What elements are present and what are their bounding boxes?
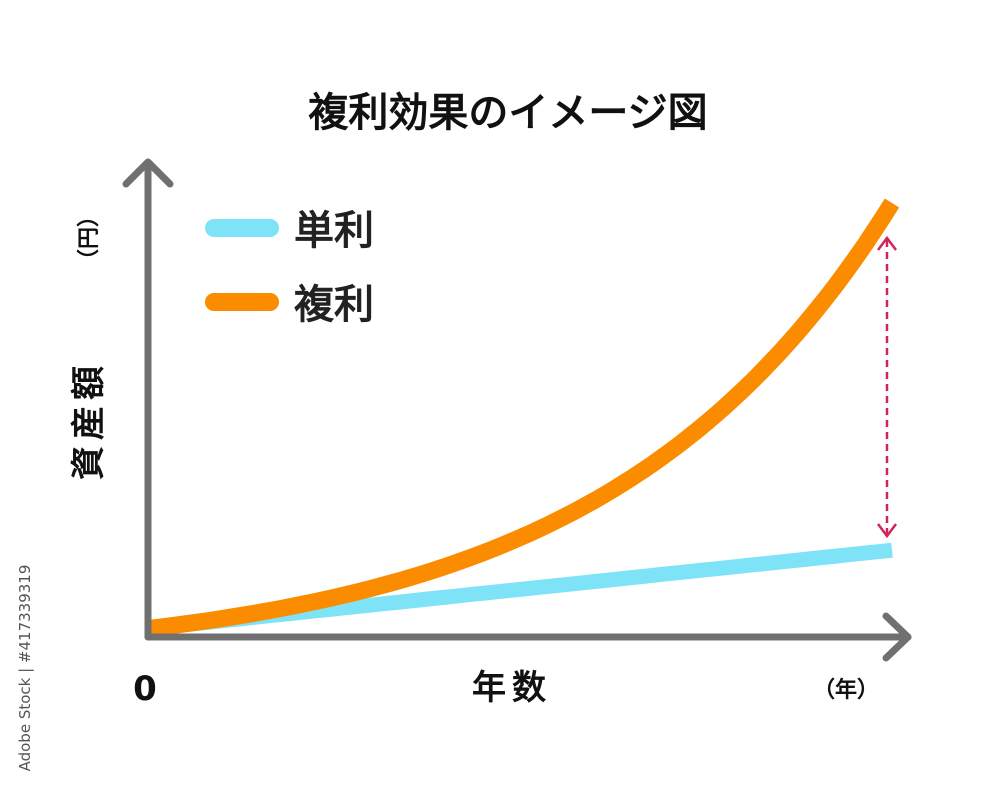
difference-arrow-head-top <box>877 235 897 251</box>
origin-label: 0 <box>133 669 157 709</box>
legend-label-compound: 複利 <box>294 282 374 328</box>
watermark: Adobe Stock | #417339319 <box>16 565 34 772</box>
axes <box>122 158 912 662</box>
chart-title: 複利効果のイメージ図 <box>308 90 707 136</box>
x-axis-unit: （年） <box>813 677 879 703</box>
legend: 単利 複利 <box>205 208 374 328</box>
x-axis-arrowhead <box>882 612 912 662</box>
x-axis-label: 年数 <box>472 668 552 708</box>
difference-arrow-head-bottom <box>877 523 897 539</box>
y-axis-label: 資産額 <box>69 360 109 480</box>
series-line-compound <box>149 198 900 637</box>
y-axis-unit: （円） <box>77 205 102 271</box>
legend-label-simple: 単利 <box>294 208 374 254</box>
difference-arrow <box>877 235 897 539</box>
y-axis-arrowhead <box>122 158 174 188</box>
